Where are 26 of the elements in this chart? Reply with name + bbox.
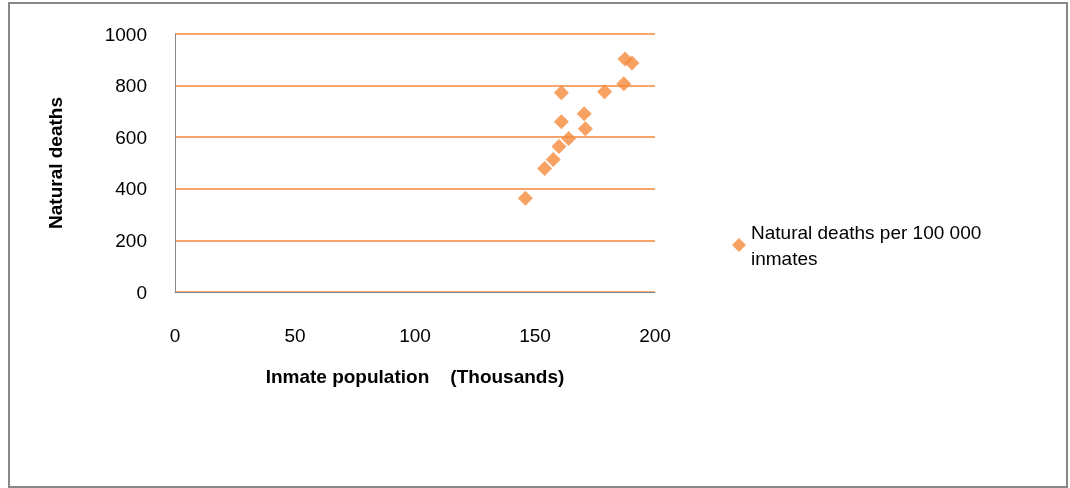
point <box>597 84 613 100</box>
x-axis-title: Inmate population (Thousands) <box>265 366 565 387</box>
x-tick-label: 100 <box>399 325 431 346</box>
point <box>576 106 592 122</box>
point <box>561 130 577 146</box>
y-tick-label: 400 <box>115 178 147 200</box>
x-tick-label: 0 <box>169 325 181 346</box>
y-axis-title: Natural deaths <box>45 97 66 229</box>
point <box>551 138 567 154</box>
point <box>616 76 632 92</box>
point <box>624 55 640 71</box>
x-tick-label: 150 <box>519 325 551 346</box>
point <box>517 190 533 206</box>
point <box>577 121 593 137</box>
y-tick-label: 800 <box>115 75 147 97</box>
point <box>545 151 561 167</box>
y-tick-label: 600 <box>115 126 147 148</box>
point <box>537 160 553 176</box>
x-tick-label: 50 <box>284 325 306 346</box>
y-tick-label: 1000 <box>104 23 147 45</box>
y-tick-label: 0 <box>136 281 147 303</box>
point <box>553 114 569 130</box>
legend-label: Natural deaths per 100 000 inmates <box>751 221 987 269</box>
point <box>553 85 569 101</box>
x-tick-label: 200 <box>639 325 671 346</box>
y-tick-label: 200 <box>115 229 147 251</box>
